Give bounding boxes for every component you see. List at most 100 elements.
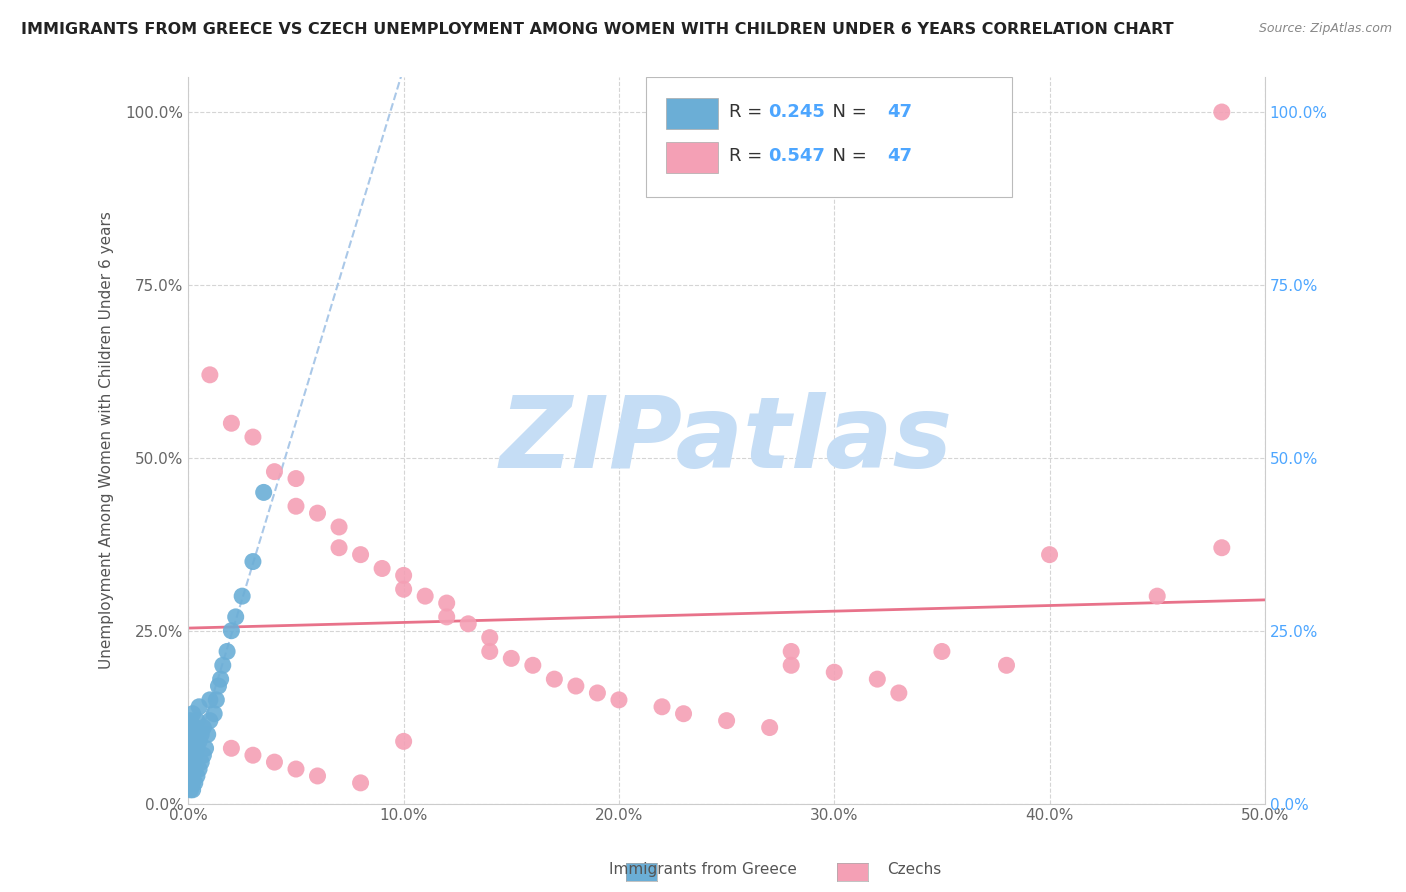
Text: Immigrants from Greece: Immigrants from Greece (609, 863, 797, 877)
Point (181, 776, 204, 790)
Text: N =: N = (821, 103, 873, 121)
Point (193, 748, 215, 763)
Point (181, 782, 204, 797)
Point (179, 714, 201, 728)
Point (1211, 541, 1233, 555)
Point (242, 555, 264, 569)
Point (242, 430, 264, 444)
Point (188, 762, 211, 776)
Point (436, 596, 458, 610)
Point (285, 472, 308, 486)
Point (179, 776, 201, 790)
Point (780, 644, 803, 658)
Point (194, 741, 217, 756)
Point (197, 727, 219, 741)
Point (221, 416, 243, 430)
Point (758, 721, 780, 735)
Point (823, 665, 845, 680)
Point (198, 714, 221, 728)
Text: 0.245: 0.245 (769, 103, 825, 121)
Point (211, 658, 233, 673)
Text: Source: ZipAtlas.com: Source: ZipAtlas.com (1258, 22, 1392, 36)
Point (193, 721, 215, 735)
Point (522, 658, 544, 673)
FancyBboxPatch shape (666, 142, 718, 172)
Text: 0.547: 0.547 (769, 147, 825, 165)
Point (651, 699, 673, 714)
Point (457, 616, 479, 631)
Text: N =: N = (821, 147, 873, 165)
Point (181, 734, 204, 748)
Point (186, 741, 208, 756)
Text: IMMIGRANTS FROM GREECE VS CZECH UNEMPLOYMENT AMONG WOMEN WITH CHILDREN UNDER 6 Y: IMMIGRANTS FROM GREECE VS CZECH UNEMPLOY… (21, 22, 1174, 37)
Point (866, 672, 889, 686)
Point (328, 520, 350, 534)
Point (181, 748, 204, 763)
Point (263, 755, 285, 769)
Point (392, 582, 415, 597)
Point (565, 679, 588, 693)
Point (221, 624, 243, 638)
Point (181, 706, 204, 721)
Point (231, 589, 253, 603)
Text: Czechs: Czechs (887, 863, 941, 877)
Text: R =: R = (728, 147, 768, 165)
Point (186, 769, 208, 783)
Point (607, 693, 630, 707)
Point (1038, 548, 1060, 562)
Point (672, 706, 695, 721)
Point (190, 727, 212, 741)
Y-axis label: Unemployment Among Women with Children Under 6 years: Unemployment Among Women with Children U… (100, 211, 114, 670)
Point (181, 769, 204, 783)
Text: 47: 47 (887, 147, 912, 165)
Point (543, 672, 565, 686)
Point (413, 589, 436, 603)
Point (207, 679, 229, 693)
Point (179, 741, 201, 756)
Point (179, 727, 201, 741)
Point (307, 769, 329, 783)
Point (179, 755, 201, 769)
Point (184, 762, 207, 776)
Point (1211, 105, 1233, 120)
Point (186, 714, 208, 728)
Point (349, 776, 371, 790)
Point (586, 686, 609, 700)
Point (190, 755, 212, 769)
Point (392, 734, 415, 748)
Point (181, 755, 204, 769)
Point (184, 734, 207, 748)
Point (221, 741, 243, 756)
Point (181, 721, 204, 735)
Point (217, 644, 239, 658)
Point (202, 706, 225, 721)
Point (184, 776, 207, 790)
Point (184, 721, 207, 735)
Point (887, 686, 910, 700)
Text: R =: R = (728, 103, 768, 121)
Point (179, 748, 201, 763)
Point (179, 769, 201, 783)
Text: 47: 47 (887, 103, 912, 121)
Point (285, 762, 308, 776)
Point (995, 658, 1018, 673)
Point (263, 465, 285, 479)
Point (179, 782, 201, 797)
Point (307, 506, 329, 520)
Point (478, 631, 501, 645)
Point (478, 644, 501, 658)
Point (1146, 589, 1168, 603)
FancyBboxPatch shape (645, 78, 1012, 197)
Point (198, 693, 221, 707)
Point (205, 693, 228, 707)
Point (188, 734, 211, 748)
Point (436, 610, 458, 624)
Point (188, 699, 211, 714)
Point (501, 651, 523, 665)
Point (349, 548, 371, 562)
Point (225, 610, 247, 624)
Point (716, 714, 738, 728)
Text: ZIPatlas: ZIPatlas (501, 392, 953, 489)
Point (184, 748, 207, 763)
Point (780, 658, 803, 673)
